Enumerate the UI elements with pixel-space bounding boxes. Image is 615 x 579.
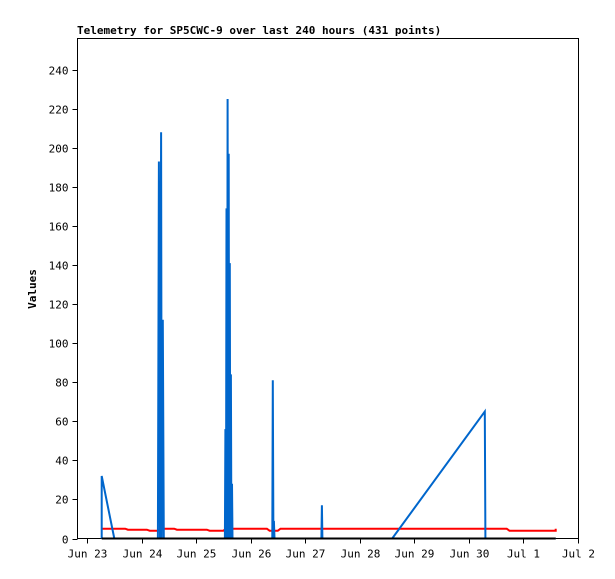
series-layer: [100, 98, 557, 540]
x-tick-label: Jun 25: [177, 548, 217, 561]
x-axis: Jun 23 Jun 24 Jun 25 Jun 26 Jun 27 Jun 28 Jun …: [68, 538, 595, 561]
y-tick-label: 120: [49, 299, 69, 312]
y-tick-label: 80: [55, 377, 68, 390]
y-tick-label: 40: [55, 455, 68, 468]
y-tick-label: 180: [49, 182, 69, 195]
y-axis-label: Values: [26, 269, 39, 309]
y-tick-label: 20: [55, 494, 68, 507]
y-tick-label: 240: [49, 65, 69, 78]
x-tick-label: Jun 23: [68, 548, 108, 561]
y-tick-label: 0: [62, 534, 69, 547]
x-tick-label: Jun 26: [232, 548, 272, 561]
y-tick-label: 220: [49, 104, 69, 117]
y-tick-label: 160: [49, 221, 69, 234]
y-tick-label: 100: [49, 338, 69, 351]
y-tick-label: 60: [55, 416, 68, 429]
x-tick-label: Jun 24: [123, 548, 163, 561]
x-tick-label: Jul 2: [562, 548, 595, 561]
x-tick-label: Jun 30: [450, 548, 490, 561]
chart-title: Telemetry for SP5CWC-9 over last 240 hou…: [77, 24, 441, 37]
y-tick-label: 200: [49, 143, 69, 156]
series-line-0: [101, 527, 557, 532]
x-tick-label: Jun 29: [395, 548, 435, 561]
x-tick-label: Jun 27: [286, 548, 326, 561]
series-line-1: [100, 98, 556, 540]
x-tick-label: Jun 28: [341, 548, 381, 561]
y-axis: 0 20 40 60 80 100 120 140 160 180 200 220 240: [49, 65, 78, 547]
y-tick-label: 140: [49, 260, 69, 273]
plot-frame: [77, 38, 579, 539]
x-tick-label: Jul 1: [507, 548, 540, 561]
